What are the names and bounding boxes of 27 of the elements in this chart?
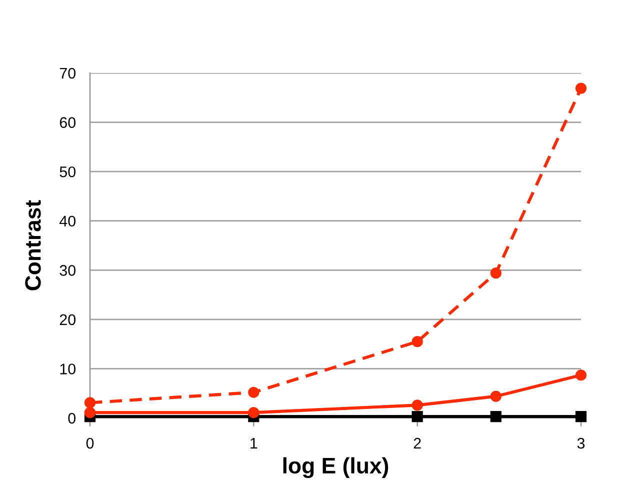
y-tick-label: 70 (60, 68, 76, 79)
x-axis-title: log E (lux) (283, 457, 388, 478)
point (490, 268, 502, 279)
x-tick-label: 2 (414, 438, 421, 449)
point (412, 400, 423, 411)
point (84, 397, 96, 408)
point (490, 410, 502, 422)
point (575, 410, 587, 422)
x-tick-label: 3 (577, 438, 585, 449)
y-axis-title: Contrast (25, 200, 41, 290)
point (412, 336, 423, 348)
y-tick-label: 20 (60, 314, 76, 326)
y-tick-label: 50 (60, 166, 76, 178)
point (575, 370, 587, 381)
point (575, 82, 587, 94)
y-tick-label: 60 (60, 117, 76, 128)
point (84, 407, 96, 418)
point (248, 386, 260, 398)
point (490, 390, 502, 402)
y-tick-label: 0 (68, 412, 76, 424)
x-tick-label: 1 (250, 438, 258, 449)
y-tick-label: 10 (60, 364, 76, 374)
y-tick-label: 40 (59, 216, 76, 227)
x-tick-label: 0 (86, 438, 94, 449)
y-tick-label: 30 (60, 265, 76, 276)
point (248, 407, 260, 418)
point (412, 410, 423, 422)
